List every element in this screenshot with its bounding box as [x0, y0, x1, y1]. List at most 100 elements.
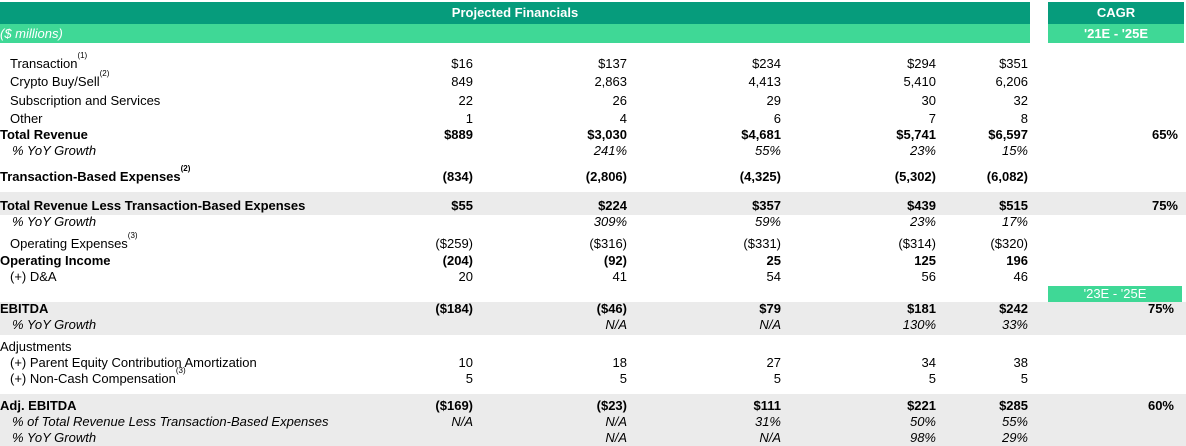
row-label: % YoY Growth	[12, 317, 97, 332]
table-row-adjustments: Adjustments	[0, 338, 1186, 355]
cell-value: 31%	[754, 414, 781, 429]
cell-value: $351	[999, 56, 1028, 71]
cell-value: $16	[451, 56, 473, 71]
cell-value: ($169)	[435, 398, 473, 413]
row-label: Total Revenue	[0, 127, 88, 142]
ebitda-cagr-range-header: '23E - '25E	[1048, 286, 1182, 302]
cell-value: 32	[1013, 93, 1028, 108]
cell-value: $181	[907, 301, 936, 316]
cell-value: ($184)	[435, 301, 473, 316]
cagr-value: 65%	[1151, 127, 1178, 142]
table-row-non-cash-compensation: (+) Non-Cash Compensation(3) 5 5 5 5 5	[0, 367, 1186, 387]
cell-value: $137	[598, 56, 627, 71]
table-row-operating-expenses: Operating Expenses(3) ($259) ($316) ($33…	[0, 232, 1186, 252]
cell-value: 196	[1006, 253, 1028, 268]
row-label: (+) Non-Cash Compensation	[10, 371, 176, 386]
table-row-total-revenue-growth: % YoY Growth 241% 55% 23% 15%	[0, 142, 1186, 159]
net-revenue-band	[0, 192, 1186, 215]
cell-value: $357	[752, 198, 781, 213]
cell-value: 1	[465, 111, 473, 126]
cell-value: 6	[773, 111, 781, 126]
cell-value: (5,302)	[894, 169, 936, 184]
year-header: 2023E	[743, 50, 781, 65]
cell-value: N/A	[759, 430, 781, 445]
row-label: Adj. EBITDA	[0, 398, 77, 413]
cell-value: 23%	[909, 214, 936, 229]
column-header-row: ($ millions) 2021E 2022E 2023E 2024E 202…	[0, 24, 1030, 65]
cell-value: N/A	[605, 430, 627, 445]
cell-value: 15%	[1001, 143, 1028, 158]
cell-value: ($320)	[990, 236, 1028, 251]
cell-value: 2,863	[594, 74, 627, 89]
cell-value: 309%	[593, 214, 627, 229]
cagr-range-ebitda: '23E - '25E	[1083, 286, 1147, 301]
cell-value: N/A	[451, 414, 473, 429]
cell-value: ($314)	[898, 236, 936, 251]
cell-value: (92)	[603, 253, 627, 268]
cell-value: 4,413	[748, 74, 781, 89]
cell-value: (6,082)	[986, 169, 1028, 184]
adj-ebitda-band	[0, 394, 1186, 446]
cell-value: 4	[619, 111, 627, 126]
table-row-transaction-based-expenses: Transaction-Based Expenses(2) (834) (2,8…	[0, 165, 1186, 185]
cell-value: 5,410	[903, 74, 936, 89]
cell-value: 130%	[902, 317, 936, 332]
row-label: % of Total Revenue Less Transaction-Base…	[12, 414, 329, 429]
table-row-d-and-a: (+) D&A 20 41 54 56 46	[0, 268, 1186, 285]
cell-value: $515	[999, 198, 1028, 213]
cell-value: 25	[766, 253, 781, 268]
cell-value: 30	[921, 93, 936, 108]
row-label: Operating Income	[0, 253, 111, 268]
table-row-net-revenue: Total Revenue Less Transaction-Based Exp…	[0, 197, 1186, 214]
table-row-other: Other 1 4 6 7 8	[0, 110, 1186, 127]
cagr-range-header: '21E - '25E	[1048, 24, 1184, 43]
cell-value: 241%	[593, 143, 627, 158]
cell-value: ($331)	[743, 236, 781, 251]
cell-value: 56	[921, 269, 936, 284]
cell-value: 5	[1020, 371, 1028, 386]
cell-value: 6,206	[995, 74, 1028, 89]
cell-value: 849	[451, 74, 473, 89]
table-row-adj-ebitda-margin: % of Total Revenue Less Transaction-Base…	[0, 413, 1186, 430]
cagr-value: 60%	[1147, 398, 1174, 413]
cell-value: 5	[465, 371, 473, 386]
row-label: Transaction-Based Expenses	[0, 169, 181, 184]
table-row-net-revenue-growth: % YoY Growth 309% 59% 23% 17%	[0, 213, 1186, 230]
cell-value: $889	[444, 127, 473, 142]
projected-financials-header: Projected Financials	[0, 2, 1030, 24]
cell-value: ($316)	[589, 236, 627, 251]
ebitda-band	[0, 302, 1186, 335]
year-header: 2022E	[589, 50, 627, 65]
cell-value: $4,681	[741, 127, 781, 142]
year-header: 2021E	[435, 50, 473, 65]
year-header: 2025E	[990, 50, 1028, 65]
cell-value: 8	[1020, 111, 1028, 126]
cell-value: (2,806)	[585, 169, 627, 184]
cell-value: 55%	[1001, 414, 1028, 429]
cell-value: N/A	[605, 414, 627, 429]
cell-value: 5	[773, 371, 781, 386]
footnote-ref: (3)	[175, 366, 186, 375]
cell-value: $285	[999, 398, 1028, 413]
cell-value: (204)	[442, 253, 473, 268]
footnote-ref: (2)	[180, 164, 191, 173]
cell-value: ($23)	[596, 398, 627, 413]
table-row-transaction: Transaction(1) $16 $137 $234 $294 $351	[0, 52, 1186, 72]
cell-value: 55%	[754, 143, 781, 158]
cell-value: ($46)	[596, 301, 627, 316]
cell-value: (834)	[442, 169, 473, 184]
table-row-crypto-buy-sell: Crypto Buy/Sell(2) 849 2,863 4,413 5,410…	[0, 70, 1186, 90]
cell-value: 29%	[1001, 430, 1028, 445]
cell-value: 50%	[909, 414, 936, 429]
cagr-range: '21E - '25E	[1084, 26, 1148, 41]
row-label: (+) Parent Equity Contribution Amortizat…	[10, 355, 257, 370]
cell-value: $234	[752, 56, 781, 71]
footnote-ref: (2)	[99, 69, 110, 78]
row-label: Transaction	[10, 56, 78, 71]
table-row-parent-equity: (+) Parent Equity Contribution Amortizat…	[0, 354, 1186, 371]
cell-value: ($259)	[435, 236, 473, 251]
cell-value: 54	[766, 269, 781, 284]
cell-value: 46	[1013, 269, 1028, 284]
cell-value: $439	[907, 198, 936, 213]
cell-value: $55	[451, 198, 473, 213]
